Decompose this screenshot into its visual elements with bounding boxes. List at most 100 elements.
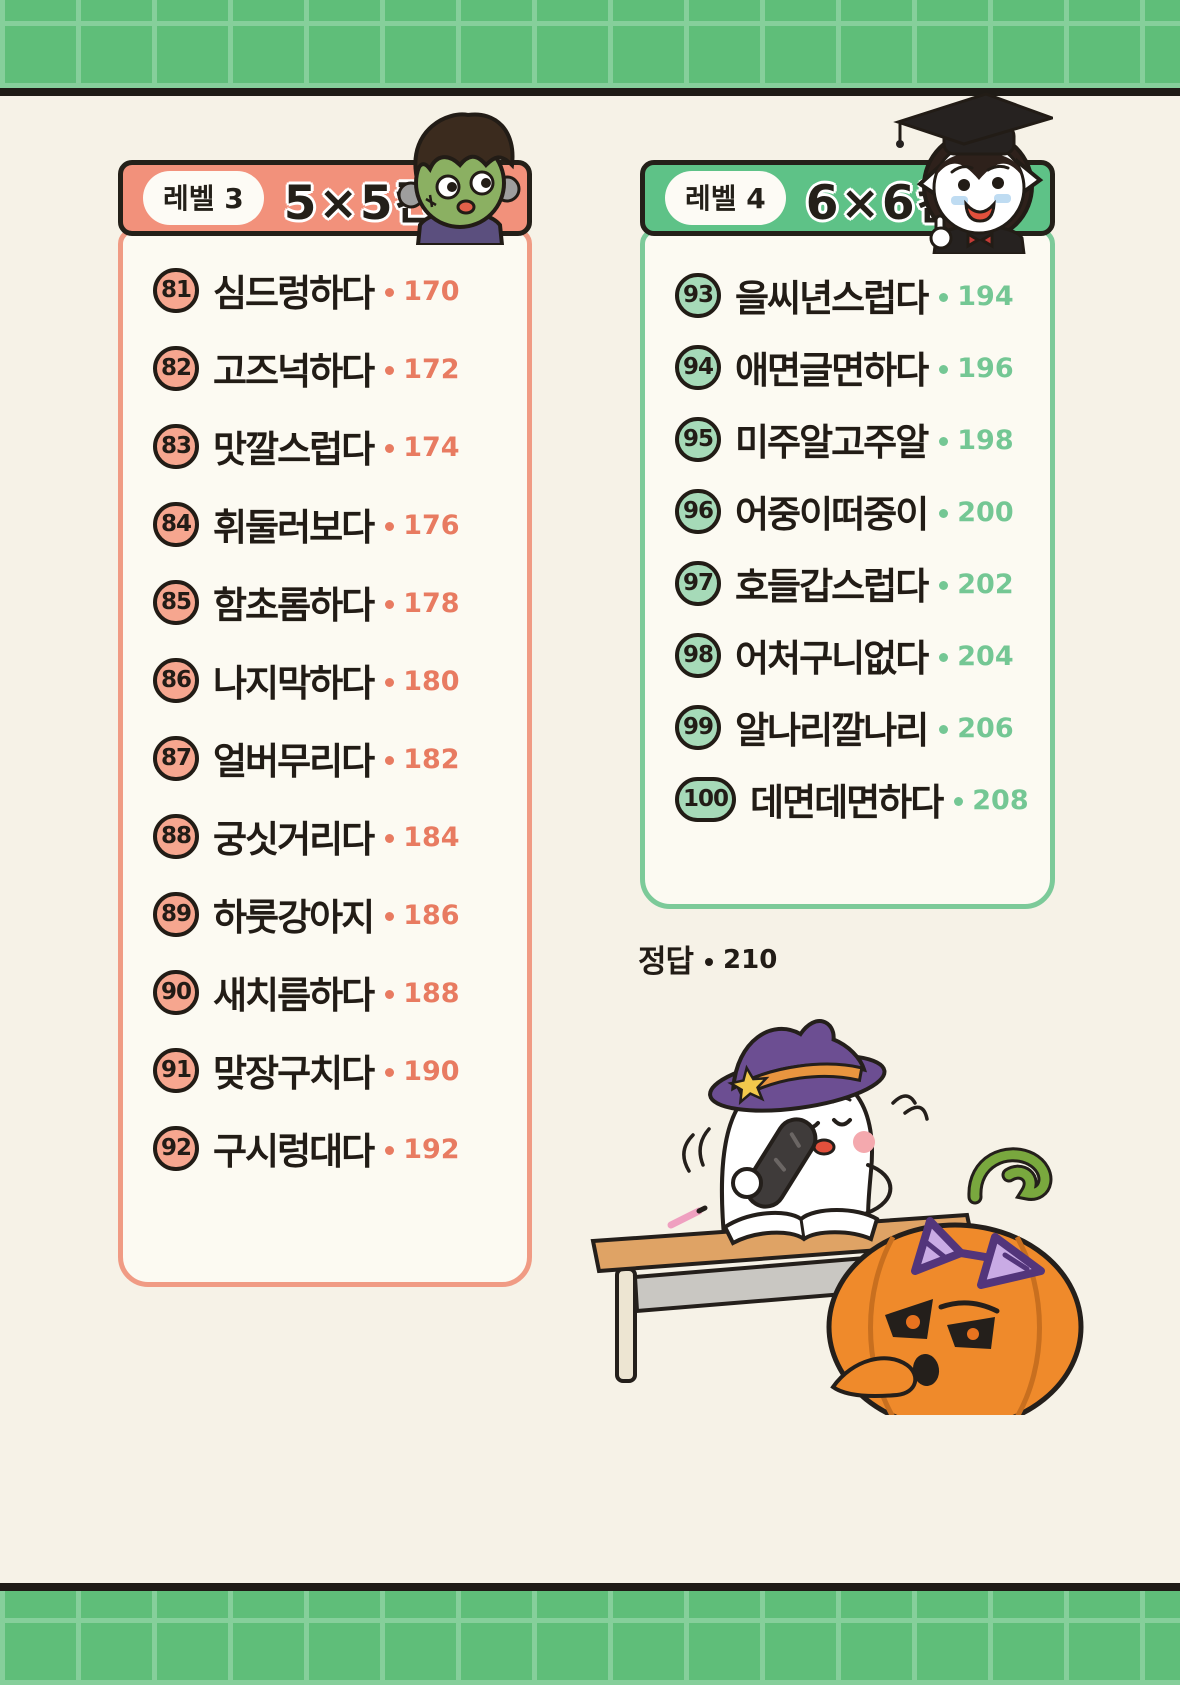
item-number-badge: 89	[153, 891, 200, 937]
item-page-number: 204	[957, 640, 1014, 672]
item-number-badge: 92	[153, 1125, 200, 1171]
dot-separator	[939, 580, 949, 590]
item-number-badge: 85	[153, 579, 200, 625]
item-page-number: 188	[403, 977, 460, 1009]
item-word: 함초롬하다	[213, 584, 375, 627]
answers-page-number: 210	[723, 944, 778, 975]
item-page-number: 206	[957, 712, 1014, 744]
item-page-number: 180	[403, 665, 460, 697]
item-number-badge: 81	[153, 267, 200, 313]
dot-separator	[385, 677, 395, 687]
level4-list: 93 을씨년스럽다 194 94 애면글면하다 196 95 미주알고주알 198 96 어중…	[640, 228, 1055, 909]
list-item: 92 구시렁대다 192	[123, 1109, 527, 1187]
answers-line: 정답 210	[638, 936, 777, 981]
dot-separator	[705, 957, 714, 966]
list-item: 85 함초롬하다 178	[123, 563, 527, 641]
bottom-divider-line	[0, 1583, 1180, 1591]
item-number-badge: 83	[153, 423, 200, 469]
list-item: 87 얼버무리다 182	[123, 719, 527, 797]
dot-separator	[939, 508, 949, 518]
frankenstein-icon	[397, 112, 521, 245]
item-page-number: 202	[957, 568, 1014, 600]
list-item: 95 미주알고주알 198	[645, 403, 1050, 475]
list-item: 81 심드렁하다 170	[123, 251, 527, 329]
pumpkin-with-sunglasses-icon	[826, 1147, 1084, 1415]
item-word: 어중이떠중이	[735, 493, 929, 536]
item-word: 심드렁하다	[213, 272, 375, 315]
item-page-number: 170	[403, 275, 460, 307]
dot-separator	[954, 796, 964, 806]
dot-separator	[385, 989, 395, 999]
dot-separator	[939, 436, 949, 446]
dot-separator	[385, 443, 395, 453]
dot-separator	[385, 365, 395, 375]
item-number-badge: 93	[675, 272, 722, 318]
item-word: 미주알고주알	[735, 421, 929, 464]
dot-separator	[385, 521, 395, 531]
list-item: 94 애면글면하다 196	[645, 331, 1050, 403]
list-item: 91 맞장구치다 190	[123, 1031, 527, 1109]
item-page-number: 192	[403, 1133, 460, 1165]
item-page-number: 194	[957, 280, 1014, 312]
item-word: 구시렁대다	[213, 1130, 375, 1173]
item-number-badge: 98	[675, 632, 722, 678]
item-page-number: 178	[403, 587, 460, 619]
item-word: 휘둘러보다	[213, 506, 375, 549]
dot-separator	[939, 292, 949, 302]
item-word: 호들갑스럽다	[735, 565, 929, 608]
ghost-writing-at-desk-icon	[590, 1019, 1084, 1415]
dot-separator	[939, 652, 949, 662]
item-word: 애면글면하다	[735, 349, 929, 392]
item-word: 어처구니없다	[735, 637, 929, 680]
dot-separator	[385, 911, 395, 921]
list-item: 97 호들갑스럽다 202	[645, 547, 1050, 619]
green-grid-strip-bottom	[0, 1591, 1180, 1685]
item-number-badge: 94	[675, 344, 722, 390]
list-item: 82 고즈넉하다 172	[123, 329, 527, 407]
item-number-badge: 95	[675, 416, 722, 462]
item-number-badge: 84	[153, 501, 200, 547]
dot-separator	[385, 833, 395, 843]
list-item: 90 새치름하다 188	[123, 953, 527, 1031]
item-page-number: 200	[957, 496, 1014, 528]
item-word: 얼버무리다	[213, 740, 375, 783]
item-number-badge: 100	[675, 776, 737, 822]
item-number-badge: 86	[153, 657, 200, 703]
dot-separator	[385, 1145, 395, 1155]
item-word: 맞장구치다	[213, 1052, 375, 1095]
item-number-badge: 96	[675, 488, 722, 534]
list-item: 96 어중이떠중이 200	[645, 475, 1050, 547]
level3-list: 81 심드렁하다 170 82 고즈넉하다 172 83 맛깔스럽다 174 84 휘둘러보다…	[118, 228, 532, 1287]
level4-label-pill: 레벨 4	[665, 171, 786, 225]
item-number-badge: 88	[153, 813, 200, 859]
dot-separator	[385, 599, 395, 609]
item-page-number: 182	[403, 743, 460, 775]
item-word: 데면데면하다	[750, 781, 944, 824]
item-word: 맛깔스럽다	[213, 428, 375, 471]
item-page-number: 196	[957, 352, 1014, 384]
level3-label-pill: 레벨 3	[143, 171, 264, 225]
vampire-graduate-icon	[893, 92, 1053, 254]
item-word: 알나리깔나리	[735, 709, 929, 752]
list-item: 98 어처구니없다 204	[645, 619, 1050, 691]
level3-panel: 레벨 3 5×5칸 81 심드렁하다 170 82 고즈넉하다 172 83 맛깔스럽다 1…	[118, 112, 532, 1287]
answers-label: 정답	[638, 944, 694, 980]
item-word: 새치름하다	[213, 974, 375, 1017]
item-page-number: 190	[403, 1055, 460, 1087]
item-word: 고즈넉하다	[213, 350, 375, 393]
dot-separator	[939, 364, 949, 374]
item-page-number: 172	[403, 353, 460, 385]
list-item: 84 휘둘러보다 176	[123, 485, 527, 563]
item-number-badge: 99	[675, 704, 722, 750]
item-word: 하룻강아지	[213, 896, 375, 939]
item-page-number: 184	[403, 821, 460, 853]
item-word: 을씨년스럽다	[735, 277, 929, 320]
list-item: 99 알나리깔나리 206	[645, 691, 1050, 763]
list-item: 83 맛깔스럽다 174	[123, 407, 527, 485]
item-page-number: 174	[403, 431, 460, 463]
dot-separator	[939, 724, 949, 734]
list-item: 89 하룻강아지 186	[123, 875, 527, 953]
item-word: 궁싯거리다	[213, 818, 375, 861]
list-item: 93 을씨년스럽다 194	[645, 259, 1050, 331]
